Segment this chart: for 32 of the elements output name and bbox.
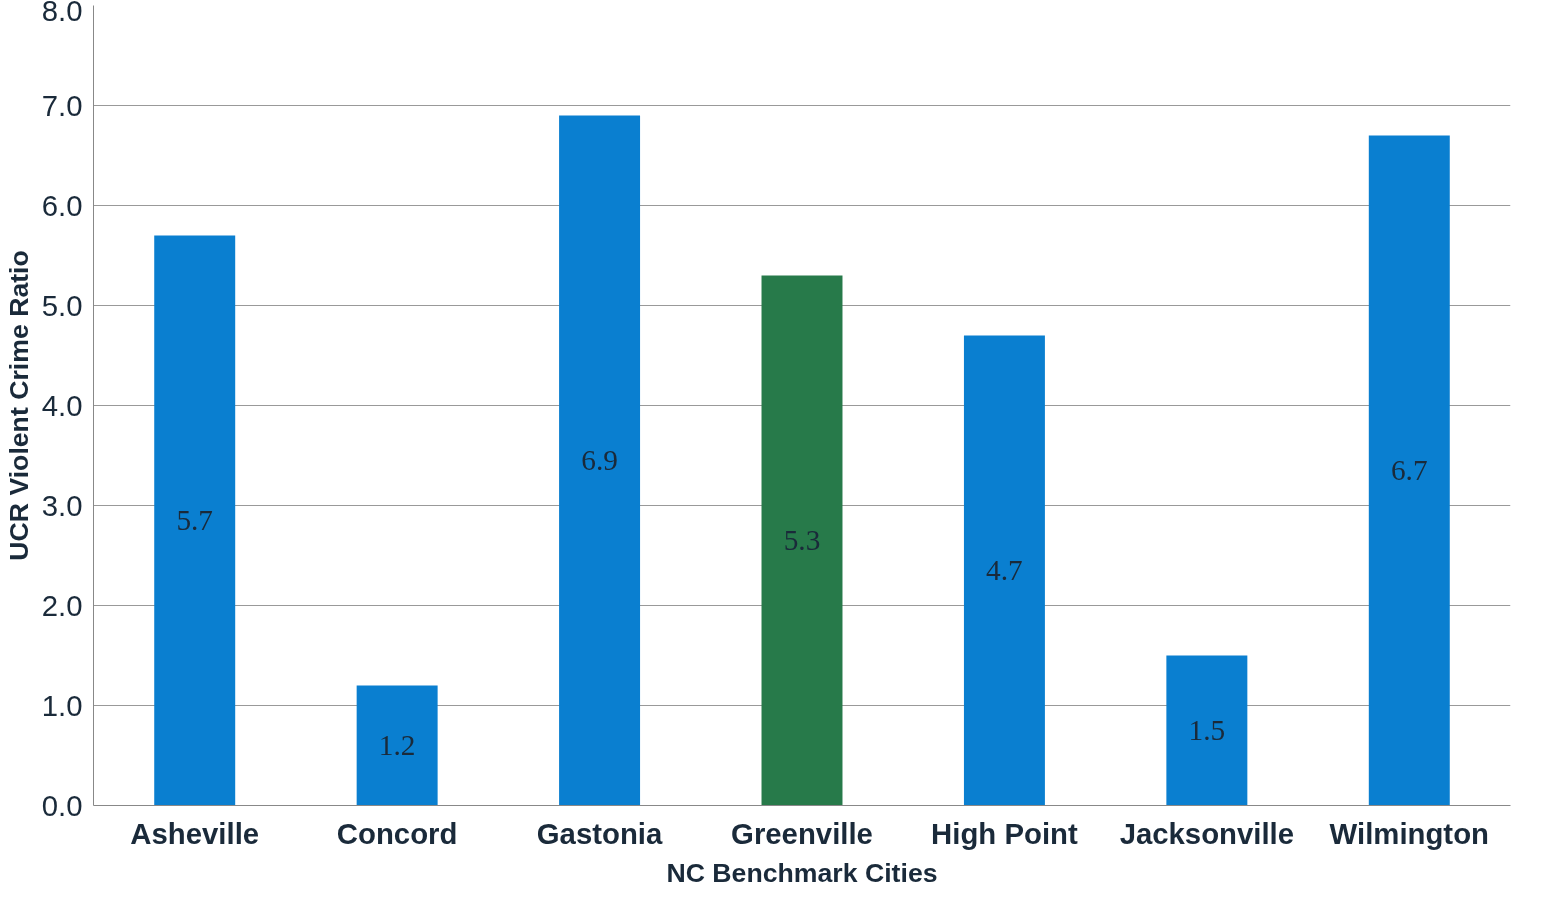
bar [761, 275, 843, 806]
bar [559, 115, 641, 806]
x-tick-label: Gastonia [536, 816, 664, 850]
y-tick-label: 6.0 [41, 188, 83, 222]
data-label: 1.5 [1188, 714, 1226, 746]
bar [356, 685, 438, 806]
bar [154, 235, 236, 806]
bar [1368, 135, 1450, 806]
y-tick-label: 0.0 [41, 788, 83, 822]
data-label: 5.7 [176, 504, 214, 536]
bar [1166, 655, 1248, 806]
data-label: 1.2 [378, 729, 416, 761]
x-tick-label: Concord [336, 816, 458, 850]
data-label: 4.7 [986, 554, 1023, 586]
y-tick-label: 3.0 [41, 488, 83, 522]
x-axis-title: NC Benchmark Cities [666, 857, 938, 888]
data-label: 5.3 [783, 524, 821, 556]
y-tick-label: 4.0 [41, 388, 83, 422]
y-tick-label: 1.0 [41, 688, 83, 722]
x-tick-label: High Point [931, 816, 1078, 850]
data-label: 6.7 [1390, 454, 1428, 486]
x-tick-label: Wilmington [1329, 816, 1489, 850]
y-tick-label: 2.0 [41, 588, 83, 622]
x-tick-label: Jacksonville [1119, 816, 1295, 850]
x-tick-label: Greenville [731, 816, 873, 850]
y-axis-title: UCR Violent Crime Ratio [3, 250, 34, 561]
x-tick-label: Asheville [130, 816, 260, 850]
bar [963, 335, 1045, 806]
y-tick-label: 7.0 [41, 88, 83, 122]
y-tick-label: 5.0 [41, 288, 83, 322]
y-tick-label: 8.0 [41, 0, 83, 27]
data-label: 6.9 [581, 444, 618, 476]
